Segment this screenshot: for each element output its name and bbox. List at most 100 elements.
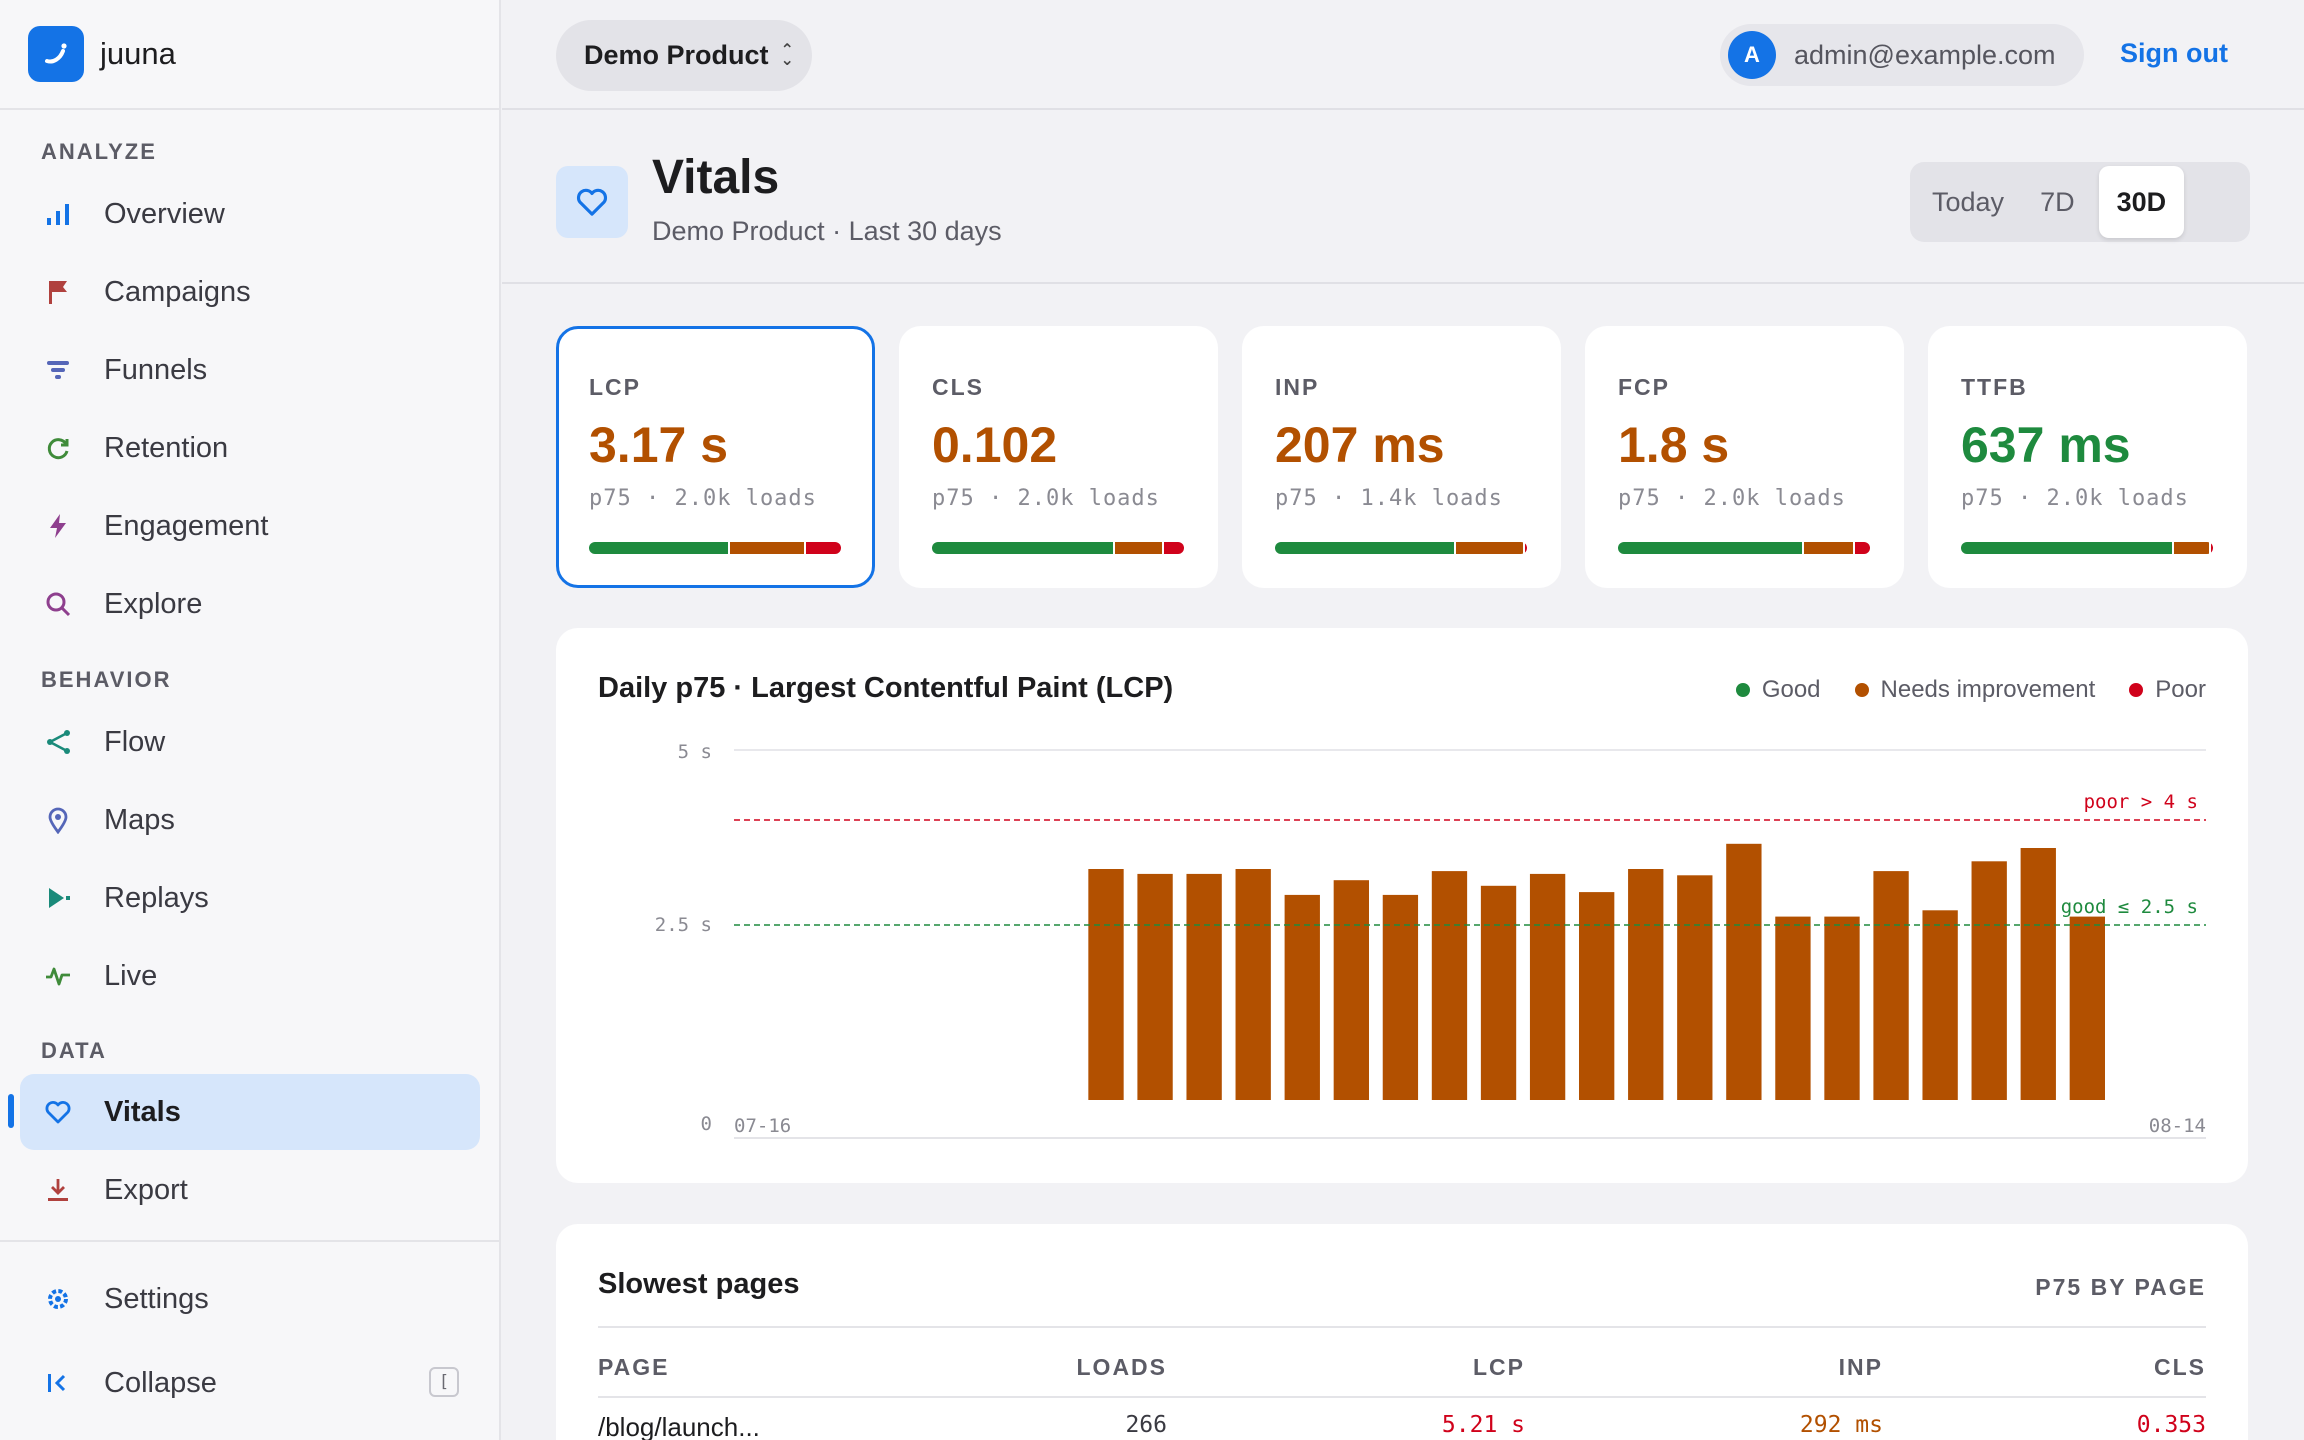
logo[interactable]: juuna xyxy=(0,0,499,110)
sidebar-item-overview[interactable]: Overview xyxy=(20,176,480,252)
page-header: Vitals Demo Product · Last 30 days Today… xyxy=(502,112,2304,284)
metric-meta: p75 · 2.0k loads xyxy=(1618,486,1846,511)
collapse-button[interactable]: Collapse xyxy=(20,1345,480,1421)
sidebar-item-vitals[interactable]: Vitals xyxy=(20,1074,480,1150)
sidebar-item-export[interactable]: Export xyxy=(20,1152,480,1228)
chart-legend: Good Needs improvement Poor xyxy=(1702,676,2206,704)
map-pin-icon xyxy=(42,804,74,836)
user-menu[interactable]: A admin@example.com xyxy=(1720,24,2084,86)
y-tick-label: 5 s xyxy=(678,741,712,763)
metric-value: 3.17 s xyxy=(589,417,729,473)
legend-label: Good xyxy=(1761,676,1821,703)
table-divider xyxy=(598,1326,2206,1328)
slowest-pages-panel: Slowest pages P75 BY PAGE PAGE LOADS LCP… xyxy=(556,1224,2248,1440)
metric-name: TTFB xyxy=(1961,374,2028,400)
column-header-lcp[interactable]: LCP xyxy=(1473,1354,1525,1380)
dist-good xyxy=(1618,542,1802,554)
product-name: Demo Product xyxy=(584,40,769,70)
heart-icon xyxy=(42,1096,74,1128)
cell-page[interactable]: /blog/launch... xyxy=(598,1412,760,1440)
sidebar-item-replays[interactable]: Replays xyxy=(20,860,480,936)
sidebar-item-engagement[interactable]: Engagement xyxy=(20,488,480,564)
sidebar-item-label: Settings xyxy=(104,1282,209,1315)
metric-meta: p75 · 2.0k loads xyxy=(1961,486,2189,511)
sidebar-item-label: Vitals xyxy=(104,1095,181,1128)
sidebar-item-label: Overview xyxy=(104,197,225,230)
sidebar-item-live[interactable]: Live xyxy=(20,938,480,1014)
heart-icon xyxy=(556,166,628,238)
column-header-inp[interactable]: INP xyxy=(1838,1354,1883,1380)
range-option-today[interactable]: Today xyxy=(1932,186,2005,217)
bar-chart-icon xyxy=(42,198,74,230)
chart-bar xyxy=(1480,885,1517,1100)
y-tick-label: 0 xyxy=(701,1113,712,1135)
sidebar-item-label: Explore xyxy=(104,587,203,620)
page-subtitle: Demo Product · Last 30 days xyxy=(652,216,1002,246)
sidebar-divider xyxy=(0,1240,500,1242)
funnel-icon xyxy=(42,354,74,386)
metric-value: 1.8 s xyxy=(1618,417,1730,473)
chart-bar xyxy=(1088,869,1124,1100)
sidebar-item-retention[interactable]: Retention xyxy=(20,410,480,486)
download-icon xyxy=(42,1174,74,1206)
distribution-bar xyxy=(589,542,841,554)
app-name: juuna xyxy=(100,36,176,71)
metric-name: FCP xyxy=(1618,374,1670,400)
sign-out-link[interactable]: Sign out xyxy=(2120,38,2228,68)
column-header-page[interactable]: PAGE xyxy=(598,1354,670,1380)
page-title: Vitals xyxy=(652,151,780,204)
sidebar-item-label: Live xyxy=(104,959,158,992)
sidebar-item-explore[interactable]: Explore xyxy=(20,566,480,642)
metric-card-fcp[interactable]: FCP 1.8 s p75 · 2.0k loads xyxy=(1585,326,1904,588)
metric-card-lcp[interactable]: LCP 3.17 s p75 · 2.0k loads xyxy=(556,326,875,588)
dist-poor xyxy=(806,542,841,554)
metric-meta: p75 · 2.0k loads xyxy=(932,486,1160,511)
column-header-loads[interactable]: LOADS xyxy=(1076,1354,1167,1380)
sidebar-item-label: Export xyxy=(104,1173,188,1206)
chart-bar xyxy=(1922,910,1958,1100)
logo-icon xyxy=(28,26,84,82)
lcp-bar-chart: poor > 4 s good ≤ 2.5 s 5 s 2.5 s 0 07-16 08-1… xyxy=(655,741,2206,1139)
chart-bar xyxy=(1333,880,1369,1100)
distribution-bar xyxy=(1961,542,2213,554)
metric-card-cls[interactable]: CLS 0.102 p75 · 2.0k loads xyxy=(899,326,1218,588)
sidebar-item-label: Maps xyxy=(104,803,175,836)
dist-good xyxy=(1961,542,2172,554)
sidebar-item-campaigns[interactable]: Campaigns xyxy=(20,254,480,330)
sidebar-item-label: Campaigns xyxy=(104,275,251,308)
legend-poor: Poor xyxy=(2129,676,2206,704)
sidebar-item-settings[interactable]: Settings xyxy=(20,1261,480,1337)
metric-card-inp[interactable]: INP 207 ms p75 · 1.4k loads xyxy=(1242,326,1561,588)
refresh-icon xyxy=(42,432,74,464)
sidebar-item-funnels[interactable]: Funnels xyxy=(20,332,480,408)
range-option-7d[interactable]: 7D xyxy=(2040,186,2075,217)
pulse-icon xyxy=(42,960,74,992)
play-icon xyxy=(42,882,74,914)
chart-bar xyxy=(1579,892,1615,1100)
dist-good xyxy=(932,542,1114,554)
dist-good xyxy=(589,542,728,554)
chart-bar xyxy=(1529,873,1566,1100)
range-option-30d[interactable]: 30D xyxy=(2098,166,2185,238)
chart-bar xyxy=(1137,873,1173,1100)
sidebar-item-flow[interactable]: Flow xyxy=(20,704,480,780)
chart-bar xyxy=(1382,894,1419,1100)
metric-value: 207 ms xyxy=(1275,417,1445,473)
column-header-cls[interactable]: CLS xyxy=(2154,1354,2206,1380)
dist-warn xyxy=(1455,542,1523,554)
legend-dot-warn xyxy=(1854,683,1869,697)
sidebar: juuna ANALYZE Overview Campaigns Funnels… xyxy=(0,0,501,1440)
sidebar-item-label: Replays xyxy=(104,881,209,914)
chart-title: Daily p75 · Largest Contentful Paint (LC… xyxy=(598,672,1174,704)
metric-card-ttfb[interactable]: TTFB 637 ms p75 · 2.0k loads xyxy=(1928,326,2247,588)
product-selector[interactable]: Demo Product ⌃ ⌄ xyxy=(556,20,812,91)
dist-poor xyxy=(2210,542,2213,554)
sidebar-item-maps[interactable]: Maps xyxy=(20,782,480,858)
chart-bar xyxy=(1775,916,1811,1100)
sidebar-item-label: Funnels xyxy=(104,353,208,386)
dist-poor xyxy=(1164,542,1184,554)
section-data: DATA xyxy=(41,1038,107,1063)
metric-name: CLS xyxy=(932,374,984,400)
x-tick-label: 07-16 xyxy=(734,1115,791,1137)
active-indicator xyxy=(8,1094,14,1128)
